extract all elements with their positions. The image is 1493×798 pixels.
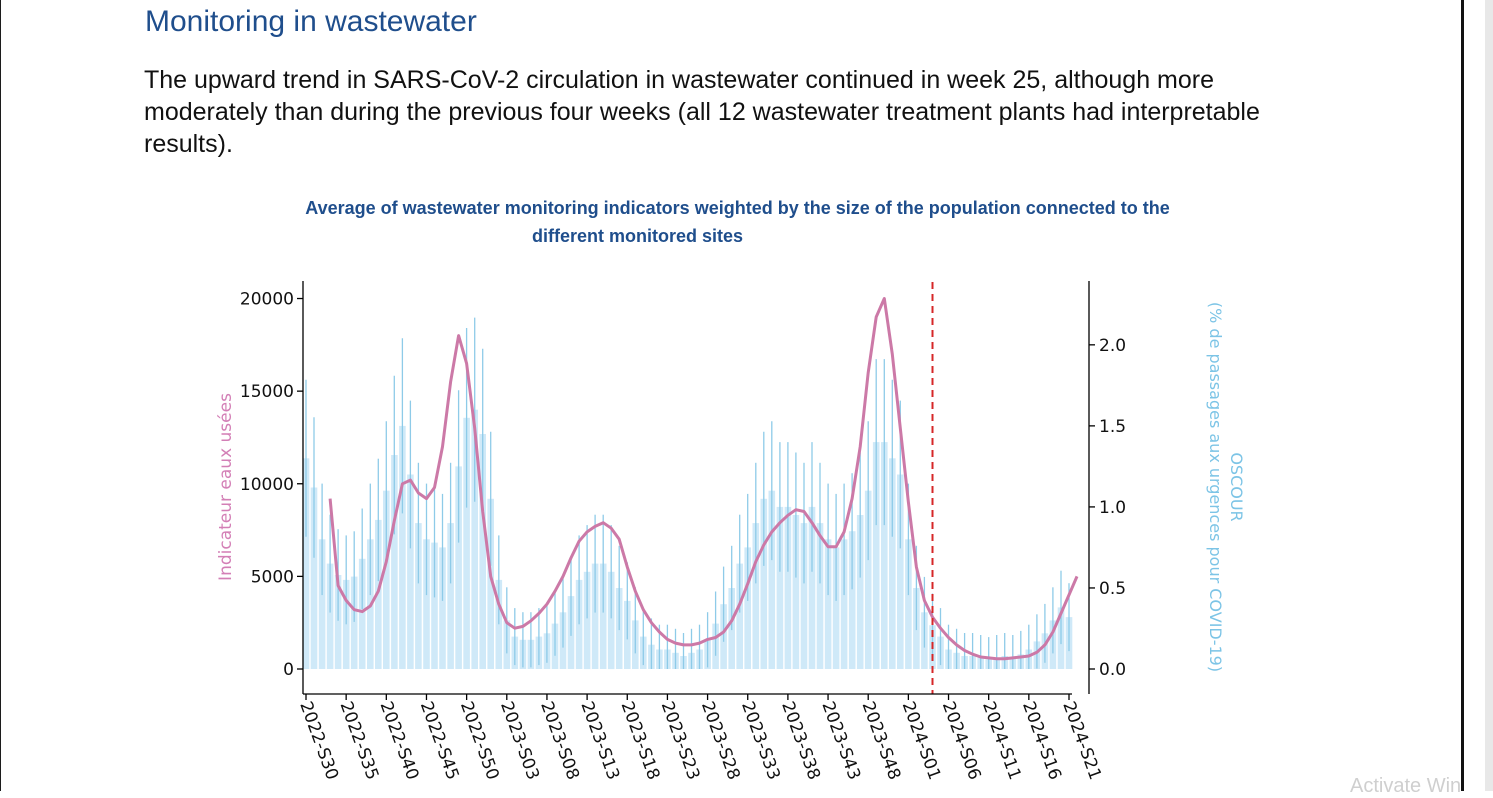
x-tick-label: 2024-S21 [1058, 699, 1105, 783]
oscour-bar [391, 455, 398, 669]
x-tick-label: 2024-S06 [938, 699, 985, 783]
x-tick-label: 2023-S08 [536, 699, 583, 783]
oscour-bar [792, 515, 800, 669]
window-frame-left [0, 0, 1, 791]
oscour-bar [599, 563, 607, 669]
oscour-bar [889, 458, 896, 669]
oscour-bar [439, 547, 446, 669]
right-y-tick-label: 2.0 [1099, 336, 1126, 356]
x-tick-label: 2023-S23 [657, 699, 704, 783]
left-y-axis-label: Indicateur eaux usées [216, 393, 236, 581]
oscour-bar [431, 542, 438, 669]
oscour-bar [832, 547, 840, 669]
x-tick-label: 2022-S50 [456, 699, 503, 783]
x-tick-label: 2023-S38 [777, 699, 824, 783]
x-tick-label: 2023-S33 [737, 699, 784, 783]
oscour-bar [471, 409, 478, 669]
oscour-bar [383, 490, 390, 669]
oscour-bar [881, 442, 888, 669]
oscour-bar [415, 523, 422, 669]
right-y-tick-label: 1.0 [1099, 498, 1126, 518]
x-tick-label: 2022-S30 [295, 699, 342, 783]
oscour-bar [399, 425, 406, 669]
window-frame-right [1461, 0, 1464, 791]
oscour-bar [342, 579, 350, 669]
oscour-bar [350, 576, 358, 669]
right-y-axis-label-line2: (% de passages aux urgences pour COVID-1… [1206, 302, 1225, 672]
x-tick-label: 2022-S45 [416, 699, 463, 783]
x-tick-label: 2023-S43 [817, 699, 864, 783]
x-tick-label: 2024-S16 [1018, 699, 1065, 783]
oscour-bar [736, 563, 743, 669]
oscour-bar [744, 547, 751, 669]
oscour-bar [487, 498, 494, 669]
x-tick-label: 2023-S28 [697, 699, 744, 783]
oscour-bar [784, 506, 792, 669]
oscour-bar [318, 539, 326, 669]
oscour-bar [591, 563, 599, 669]
oscour-bar [824, 539, 832, 669]
chart-title: Average of wastewater monitoring indicat… [260, 194, 1215, 250]
oscour-bar [760, 498, 768, 669]
oscour-bar [447, 523, 454, 669]
right-y-axis-label-line1: OSCOUR [1227, 452, 1246, 521]
page-paragraph: The upward trend in SARS-CoV-2 circulati… [144, 66, 1260, 158]
scrollbar-track[interactable] [1485, 0, 1493, 791]
oscour-bar [607, 571, 615, 670]
x-tick-label: 2023-S13 [576, 699, 623, 783]
oscour-bar [423, 539, 430, 669]
oscour-bar [495, 579, 503, 669]
oscour-bar [583, 571, 591, 670]
right-y-tick-label: 1.5 [1099, 417, 1126, 437]
x-tick-label: 2024-S11 [978, 699, 1025, 783]
oscour-bar [479, 434, 486, 669]
oscour-bar [848, 531, 856, 669]
oscour-bar [310, 487, 318, 669]
oscour-bar [407, 474, 414, 669]
oscour-bar [752, 523, 760, 669]
x-tick-label: 2023-S48 [858, 699, 905, 783]
oscour-bar [897, 474, 904, 669]
oscour-bar [905, 539, 912, 669]
oscour-bar [768, 490, 776, 669]
oscour-bar [358, 558, 366, 669]
oscour-bar [800, 523, 808, 669]
x-tick-label: 2022-S40 [376, 699, 423, 783]
chart-title-line1: Average of wastewater monitoring indicat… [305, 198, 1170, 218]
oscour-bar [776, 506, 784, 669]
oscour-bar [864, 490, 872, 669]
oscour-bar [575, 579, 583, 669]
oscour-bar [872, 442, 880, 669]
chart-title-line2: different monitored sites [531, 226, 744, 246]
oscour-bar [463, 417, 470, 669]
wastewater-indicator-line [328, 297, 1079, 661]
oscour-bar [455, 466, 462, 669]
activate-windows-watermark: Activate Win [1350, 775, 1462, 797]
left-y-tick-label: 10000 [240, 475, 294, 495]
oscour-bar [856, 515, 864, 669]
left-y-tick-label: 0 [283, 660, 294, 680]
oscour-bar [840, 539, 848, 669]
x-tick-label: 2023-S18 [617, 699, 664, 783]
right-y-tick-label: 0.5 [1099, 579, 1126, 599]
oscour-bar [816, 523, 824, 669]
x-tick-label: 2024-S01 [898, 699, 945, 783]
oscour-bar [326, 563, 334, 669]
right-y-tick-label: 0.0 [1099, 660, 1126, 680]
x-tick-label: 2023-S03 [496, 699, 543, 783]
left-y-tick-label: 15000 [240, 382, 294, 402]
oscour-bar [334, 575, 342, 669]
oscour-bar [808, 506, 816, 669]
x-tick-label: 2022-S35 [336, 699, 383, 783]
left-y-tick-label: 5000 [251, 567, 294, 587]
page-title: Monitoring in wastewater [145, 5, 477, 38]
oscour-bar [302, 458, 310, 669]
left-y-tick-label: 20000 [240, 290, 294, 310]
oscour-bar [375, 519, 382, 669]
